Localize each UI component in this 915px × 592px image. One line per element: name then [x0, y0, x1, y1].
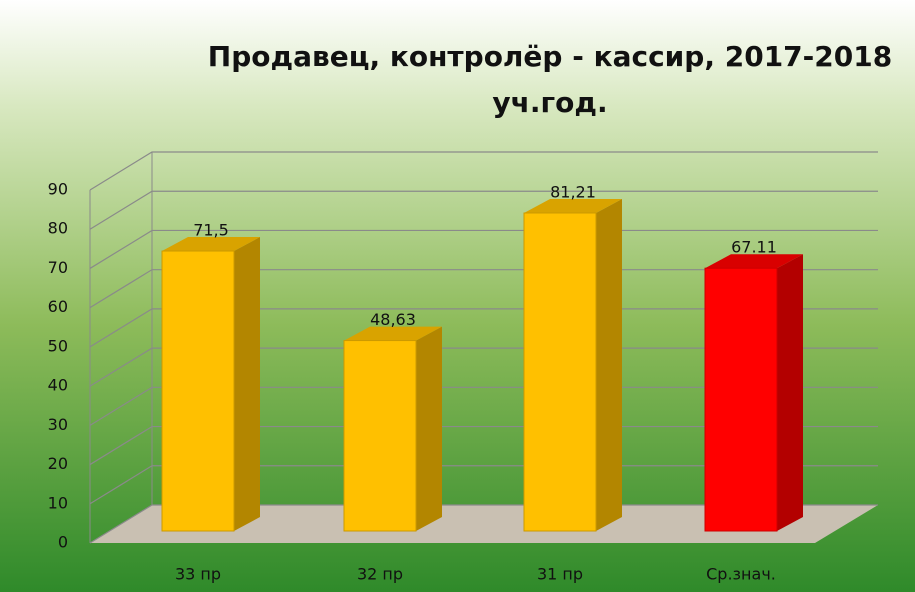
bar-top: [344, 326, 442, 341]
bar-top: [162, 237, 260, 252]
y-tick-label: 0: [58, 533, 68, 552]
x-tick-label: 33 пр: [175, 565, 221, 584]
bar: [161, 250, 235, 532]
grid-line: [89, 504, 878, 544]
y-tick-label: 80: [48, 219, 68, 238]
grid-line: [89, 269, 878, 309]
grid-line: [89, 308, 878, 348]
bar: [704, 267, 778, 532]
grid-line: [89, 386, 878, 426]
bar-top: [705, 254, 803, 269]
bar-side: [596, 199, 622, 531]
grid-line: [89, 347, 878, 387]
x-tick-label: 31 пр: [537, 565, 583, 584]
bar-side: [777, 254, 803, 532]
bar: [523, 212, 597, 532]
grid-line: [89, 190, 878, 230]
x-tick-label: Ср.знач.: [706, 565, 776, 584]
grid-line: [89, 229, 878, 269]
y-tick-label: 20: [48, 454, 68, 473]
bar-top: [524, 199, 622, 213]
data-label: 81,21: [550, 183, 596, 202]
y-tick-label: 40: [48, 376, 68, 395]
y-tick-label: 70: [48, 258, 68, 277]
bar-side: [234, 237, 260, 532]
y-tick-label: 60: [48, 297, 68, 316]
data-label: 48,63: [370, 310, 416, 329]
bar: [343, 340, 417, 532]
y-tick-label: 90: [48, 180, 68, 199]
grid-line: [89, 425, 878, 466]
bar-side: [416, 326, 442, 531]
grid-line: [89, 465, 878, 505]
y-tick-label: 10: [48, 493, 68, 512]
y-tick-label: 30: [48, 415, 68, 434]
grid-line: [89, 151, 878, 191]
data-label: 67.11: [731, 238, 777, 257]
x-tick-label: 32 пр: [357, 565, 403, 584]
y-tick-label: 50: [48, 336, 68, 355]
data-label: 71,5: [193, 221, 229, 240]
chart-title: Продавец, контролёр - кассир, 2017-2018 …: [207, 40, 893, 119]
floor: [90, 505, 878, 543]
